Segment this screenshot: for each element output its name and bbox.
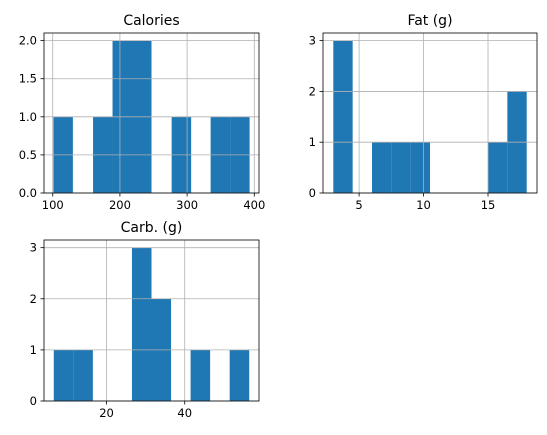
carb-histogram: 20 40 0 1 2 3 Carb. (g) xyxy=(30,220,260,420)
fat-bar xyxy=(333,40,353,193)
calories-x-tick-label: 100 xyxy=(42,198,64,212)
calories-y-tick-label: 0.0 xyxy=(19,186,37,200)
fat-y-tick-label: 0 xyxy=(309,186,316,200)
fat-y-tick-label: 2 xyxy=(309,84,316,98)
fat-x-tick-label: 5 xyxy=(355,198,362,212)
carb-y-tick-label: 2 xyxy=(30,292,37,306)
carb-y-tick-label: 3 xyxy=(30,241,37,255)
calories-y-tick-label: 0.5 xyxy=(19,148,37,162)
calories-title: Calories xyxy=(123,13,179,29)
fat-x-tick-label: 15 xyxy=(481,198,496,212)
carb-y-tick-label: 0 xyxy=(30,394,37,408)
calories-x-tick-label: 400 xyxy=(243,198,265,212)
carb-bar xyxy=(73,349,93,401)
carb-title: Carb. (g) xyxy=(121,220,183,236)
calories-y-tick-label: 1.5 xyxy=(19,72,37,86)
carb-bar xyxy=(53,349,74,401)
fat-bar xyxy=(391,142,411,193)
calories-histogram: 100 200 300 400 0.0 0.5 1.0 1.5 2.0 Calories xyxy=(19,13,266,212)
carb-bar xyxy=(190,349,211,401)
fat-title: Fat (g) xyxy=(407,13,452,29)
calories-axes-frame xyxy=(43,32,260,194)
carb-bar xyxy=(229,349,250,401)
fat-y-tick-label: 3 xyxy=(309,34,316,48)
fat-bar xyxy=(410,142,430,193)
calories-y-tick-label: 2.0 xyxy=(19,34,37,48)
carb-bar xyxy=(131,247,152,401)
fat-x-tick-label: 10 xyxy=(416,198,431,212)
calories-x-tick-label: 200 xyxy=(109,198,131,212)
calories-y-tick-label: 1.0 xyxy=(19,110,37,124)
carb-x-tick-label: 40 xyxy=(177,406,192,420)
carb-x-tick-label: 20 xyxy=(99,406,114,420)
carb-axes-frame xyxy=(43,239,260,402)
fat-axes-frame xyxy=(322,32,538,194)
fat-bar xyxy=(371,142,392,193)
calories-x-tick-label: 300 xyxy=(176,198,198,212)
fat-y-tick-label: 1 xyxy=(309,135,316,149)
fat-bar xyxy=(488,142,508,193)
fat-histogram: 5 10 15 0 1 2 3 Fat (g) xyxy=(309,13,538,212)
carb-y-tick-label: 1 xyxy=(30,343,37,357)
